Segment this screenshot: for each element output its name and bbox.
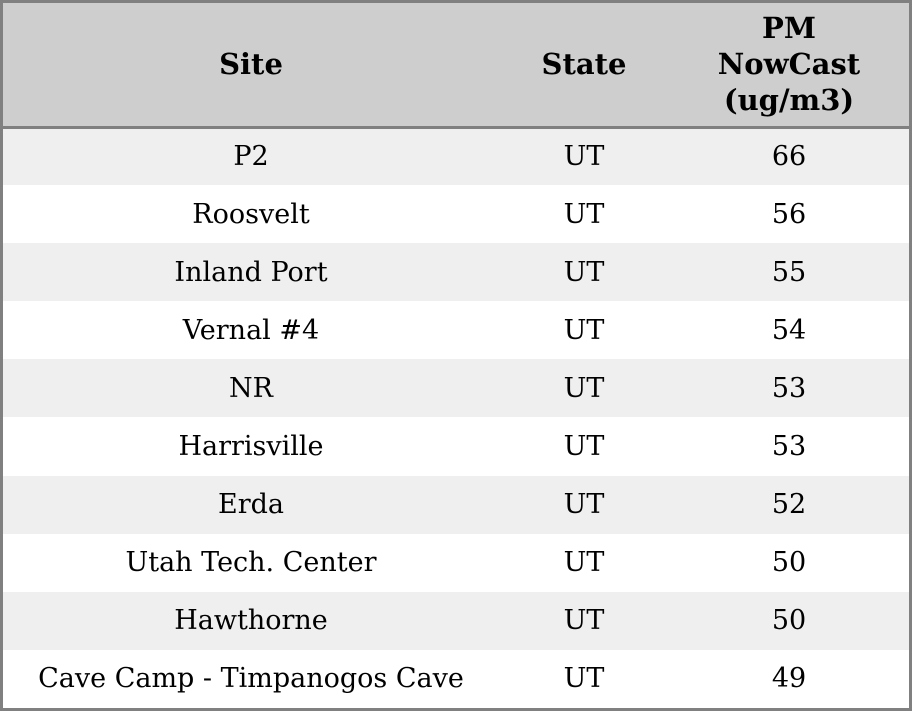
cell-site: Cave Camp - Timpanogos Cave [38,663,464,695]
cell-pm-nowcast: 55 [771,256,807,288]
cell-state: UT [563,256,605,288]
cell-pm-nowcast: 54 [771,314,807,346]
cell-state: UT [563,489,605,521]
table-row: Inland Port UT 55 [3,243,909,302]
table-body: P2 UT 66 Roosvelt UT 56 Inland Port UT 55 Vernal … [3,127,909,708]
table-row: Vernal #4 UT 54 [3,301,909,360]
cell-state: UT [563,431,605,463]
cell-site: Vernal #4 [182,314,320,346]
table-row: Hawthorne UT 50 [3,591,909,650]
cell-state: UT [563,663,605,695]
cell-state: UT [563,141,605,173]
cell-pm-nowcast: 50 [771,605,807,637]
cell-site: P2 [233,141,269,173]
cell-pm-nowcast: 66 [771,141,807,173]
header-row: Site State PM NowCast (ug/m3) [3,3,909,129]
cell-state: UT [563,198,605,230]
cell-state: UT [563,605,605,637]
cell-state: UT [563,372,605,404]
cell-site: Roosvelt [192,198,310,230]
table-header: Site State PM NowCast (ug/m3) [3,3,909,129]
table-row: Erda UT 52 [3,475,909,534]
table-row: P2 UT 66 [3,127,909,186]
column-header-state: State [499,3,669,129]
cell-state: UT [563,547,605,579]
cell-pm-nowcast: 53 [771,431,807,463]
pm-nowcast-table: Site State PM NowCast (ug/m3) P2 UT 66 Roos… [3,3,909,708]
cell-pm-nowcast: 50 [771,547,807,579]
cell-state: UT [563,314,605,346]
table-row: Harrisville UT 53 [3,417,909,476]
cell-site: Hawthorne [174,605,328,637]
cell-site: Utah Tech. Center [125,547,377,579]
cell-site: Inland Port [174,256,328,288]
cell-pm-nowcast: 49 [771,663,807,695]
table-row: Cave Camp - Timpanogos Cave UT 49 [3,649,909,708]
table-row: NR UT 53 [3,359,909,418]
column-header-pm-nowcast: PM NowCast (ug/m3) [669,3,909,129]
cell-site: NR [229,372,273,404]
cell-pm-nowcast: 53 [771,372,807,404]
cell-site: Erda [218,489,284,521]
table-row: Roosvelt UT 56 [3,185,909,244]
table-row: Utah Tech. Center UT 50 [3,533,909,592]
column-header-site: Site [3,3,499,129]
cell-site: Harrisville [178,431,324,463]
cell-pm-nowcast: 52 [771,489,807,521]
cell-pm-nowcast: 56 [771,198,807,230]
